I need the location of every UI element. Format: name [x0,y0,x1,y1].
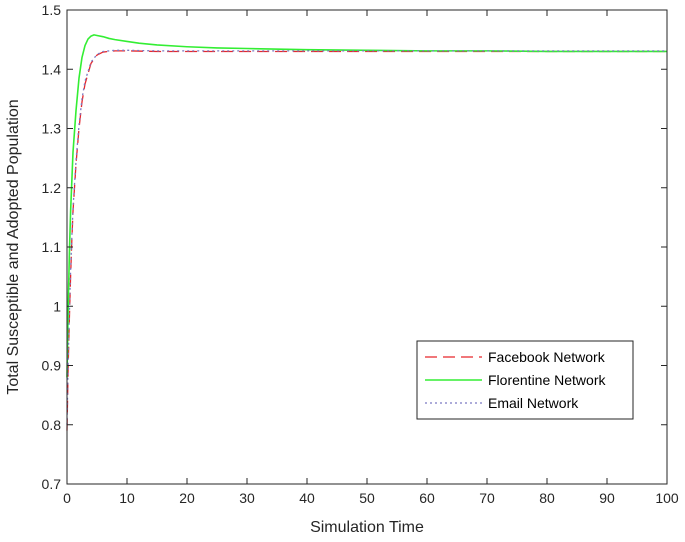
x-tick-label: 10 [119,490,135,506]
legend-entries: Facebook Network Florentine Network Email … [425,349,606,411]
y-tick-label: 0.8 [42,417,62,433]
legend-entry: Facebook Network [425,349,606,365]
x-tick-label: 0 [63,490,71,506]
legend-label: Email Network [488,395,579,411]
y-tick-label: 1 [53,298,61,314]
x-tick-label: 50 [359,490,375,506]
y-tick-label: 1.4 [42,61,62,77]
legend-entry: Florentine Network [425,372,606,388]
y-tick-label: 1.3 [42,121,62,137]
x-tick-label: 100 [655,490,679,506]
series-layer [66,34,667,431]
y-tick-label: 1.2 [42,180,62,196]
series-line-florentine-network [66,34,667,378]
y-tick-label: 1.5 [42,2,62,18]
y-tick-label: 0.7 [42,476,62,492]
x-tick-label: 60 [419,490,435,506]
y-tick-label: 0.9 [42,358,62,374]
x-tick-label: 40 [299,490,315,506]
x-tick-label: 70 [479,490,495,506]
x-tick-label: 80 [539,490,555,506]
tick-layer: 0 10 20 30 40 50 60 70 80 90 100 0.7 0.8 0.9 1 1.1 1.2 1.… [42,2,679,506]
x-tick-label: 20 [179,490,195,506]
legend-label: Facebook Network [488,349,606,365]
x-axis-label: Simulation Time [310,519,424,536]
x-tick-label: 30 [239,490,255,506]
series-line-email-network [66,49,667,425]
legend: Facebook Network Florentine Network Email … [416,340,634,420]
y-axis-label: Total Susceptible and Adopted Population [5,99,22,394]
x-tick-label: 90 [599,490,615,506]
legend-entry: Email Network [425,395,579,411]
y-tick-label: 1.1 [42,239,62,255]
legend-label: Florentine Network [488,372,606,388]
